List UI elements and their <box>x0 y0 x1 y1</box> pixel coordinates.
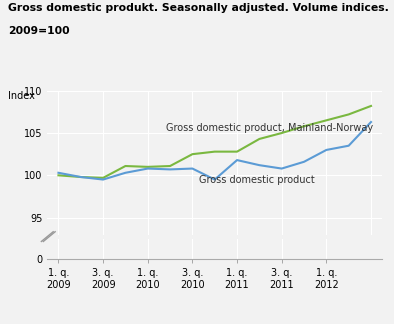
Text: Gross domestic produkt. Seasonally adjusted. Volume indices.: Gross domestic produkt. Seasonally adjus… <box>8 3 389 13</box>
Text: Gross domestic product: Gross domestic product <box>199 175 315 185</box>
Text: Gross domestic product, Mainland-Norway: Gross domestic product, Mainland-Norway <box>165 123 373 133</box>
Text: 2009=100: 2009=100 <box>8 26 69 36</box>
Text: Index: Index <box>8 91 35 101</box>
